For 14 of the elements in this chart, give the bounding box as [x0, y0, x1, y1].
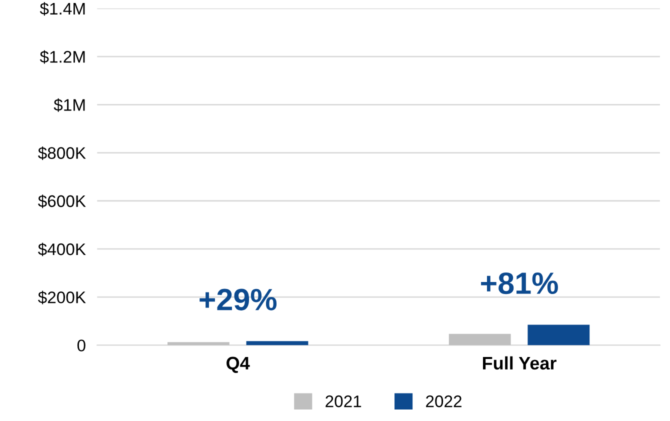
annotation: +81%: [481, 272, 558, 294]
y-tick-label: $1M: [54, 98, 85, 112]
y-tick-label: $200K: [38, 290, 86, 304]
x-tick-label: Full Year: [482, 356, 556, 370]
annotation: +29%: [200, 288, 277, 310]
y-tick-label: $600K: [38, 194, 86, 208]
y-tick-label: $400K: [38, 242, 86, 256]
legend-label: 2022: [426, 395, 462, 408]
y-tick-label: $1.2M: [40, 50, 85, 64]
legend-label: 2021: [326, 395, 362, 408]
y-tick-label: $1.4M: [40, 2, 85, 16]
y-tick-label: 0: [77, 340, 86, 352]
x-tick-label: Q4: [226, 356, 250, 373]
y-tick-label: $800K: [38, 146, 86, 160]
